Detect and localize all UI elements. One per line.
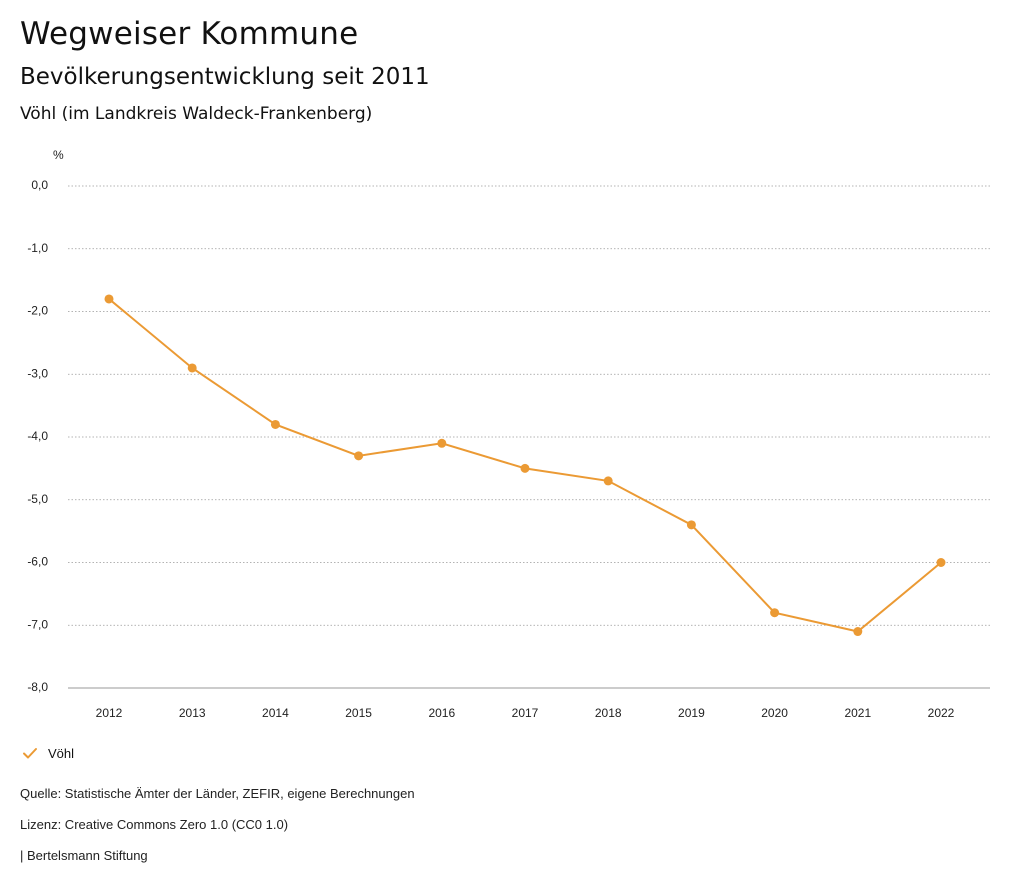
data-point[interactable] <box>603 476 613 486</box>
chart-subtitle: Bevölkerungsentwicklung seit 2011 <box>20 64 430 90</box>
y-tick-label: -4,0 <box>27 429 48 443</box>
x-tick-label: 2012 <box>96 706 123 720</box>
source-note: Quelle: Statistische Ämter der Länder, Z… <box>20 786 415 801</box>
line-chart: % 0,0 -1,0 -2,0 -3,0 -4,0 -5,0 -6,0 -7,0 -8,0 20… <box>27 148 990 720</box>
x-tick-label: 2019 <box>678 706 705 720</box>
x-tick-label: 2017 <box>512 706 539 720</box>
legend-entry-voehl: Vöhl <box>48 745 75 761</box>
data-point[interactable] <box>437 438 447 448</box>
y-tick-label: -6,0 <box>27 555 48 569</box>
y-tick-label: -7,0 <box>27 617 48 631</box>
checkmark-icon <box>23 748 37 759</box>
data-point[interactable] <box>936 558 946 567</box>
data-point[interactable] <box>104 294 114 304</box>
x-tick-label: 2016 <box>428 706 455 720</box>
y-tick-label: 0,0 <box>31 178 48 192</box>
x-tick-label: 2022 <box>928 706 955 720</box>
page-title: Wegweiser Kommune <box>20 16 359 52</box>
legend[interactable]: Vöhl <box>22 745 74 761</box>
x-tick-label: 2021 <box>844 706 871 720</box>
x-tick-label: 2015 <box>345 706 372 720</box>
y-tick-label: -2,0 <box>27 304 48 318</box>
license-note: Lizenz: Creative Commons Zero 1.0 (CC0 1… <box>20 817 289 832</box>
data-point[interactable] <box>853 627 863 637</box>
data-point[interactable] <box>770 608 780 618</box>
y-tick-label: -8,0 <box>27 680 48 694</box>
y-tick-label: -3,0 <box>27 366 48 380</box>
x-tick-label: 2013 <box>179 706 206 720</box>
x-tick-label: 2018 <box>595 706 622 720</box>
x-tick-label: 2014 <box>262 706 289 720</box>
data-point[interactable] <box>354 451 364 461</box>
publisher-note: | Bertelsmann Stiftung <box>20 848 148 863</box>
y-tick-label: -5,0 <box>27 492 48 506</box>
data-point[interactable] <box>187 363 197 373</box>
region-label: Vöhl (im Landkreis Waldeck-Frankenberg) <box>20 104 373 124</box>
data-point[interactable] <box>520 463 530 473</box>
data-point[interactable] <box>270 419 280 429</box>
y-unit-label: % <box>53 148 64 162</box>
x-tick-label: 2020 <box>761 706 788 720</box>
data-point[interactable] <box>686 520 696 530</box>
y-tick-label: -1,0 <box>27 241 48 255</box>
